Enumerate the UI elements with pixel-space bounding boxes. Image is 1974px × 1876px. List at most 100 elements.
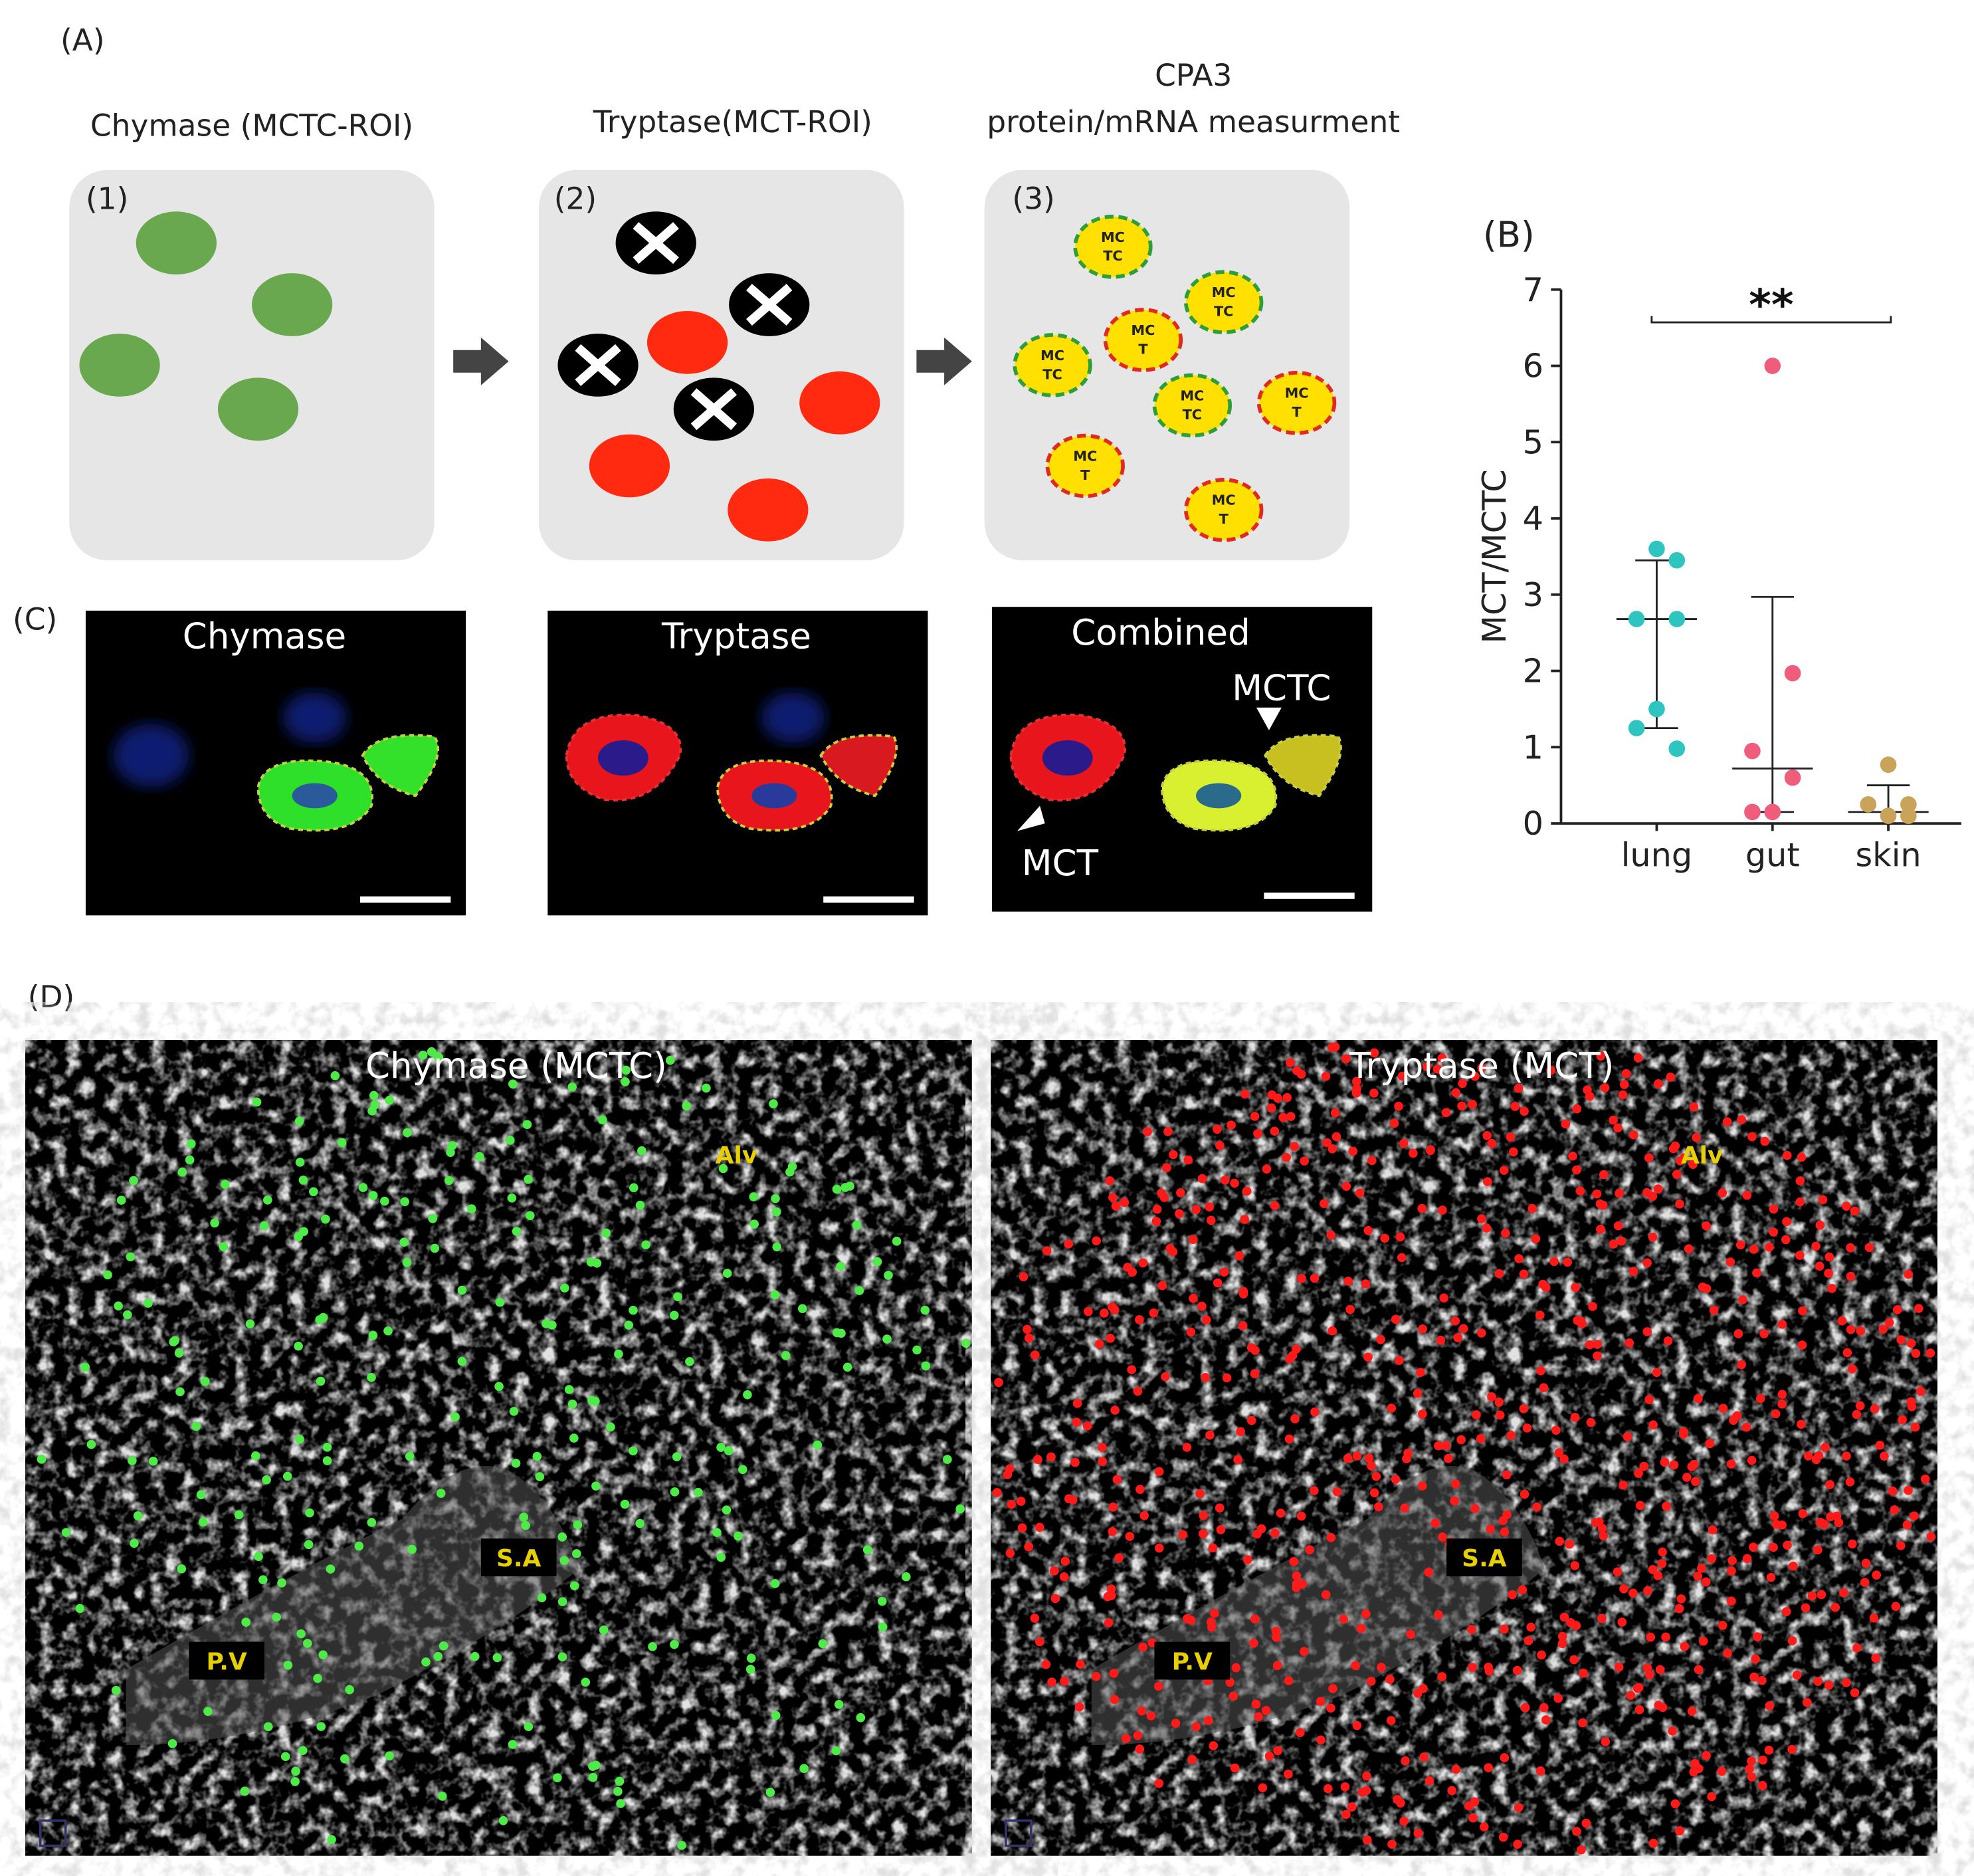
cell-label: MC: [1212, 284, 1236, 300]
cell-dot: [1246, 1415, 1256, 1425]
region-label: P.V: [1172, 1648, 1213, 1675]
cell-dot: [1737, 1115, 1746, 1124]
cell-dot: [1629, 1267, 1638, 1277]
cell-dot: [345, 1685, 354, 1695]
cell-label: T: [1219, 511, 1229, 527]
cell-dot: [1834, 1518, 1844, 1528]
cell-dot: [1456, 1435, 1466, 1445]
cell-dot: [1813, 1677, 1823, 1687]
cell-dot: [1646, 1632, 1656, 1642]
cell-dot: [1161, 1372, 1170, 1382]
cell-dot: [1472, 1410, 1481, 1419]
cell-dot: [498, 1816, 508, 1825]
cell-dot: [1352, 1720, 1362, 1730]
cell-dot: [1732, 1411, 1742, 1421]
cell-dot: [1284, 1769, 1293, 1779]
cell-dot: [1203, 1716, 1213, 1725]
cell-dot: [1598, 1200, 1608, 1210]
cell-dot: [1737, 1360, 1746, 1370]
cell-dot: [1138, 1258, 1148, 1268]
cell-dot: [1215, 1141, 1225, 1150]
cell-dot: [358, 1183, 368, 1192]
cell-dot: [1753, 1632, 1762, 1641]
cell-dot: [597, 1115, 607, 1124]
cell-dot: [992, 1488, 1002, 1497]
cell-dot: [75, 1604, 85, 1614]
cell-dot: [379, 1196, 389, 1206]
cell-dot: [1702, 1284, 1712, 1293]
cell-dot: [1272, 1633, 1281, 1642]
cell-dot: [1197, 1174, 1207, 1184]
cell-label: T: [1138, 341, 1148, 357]
cell-dot: [1416, 1368, 1425, 1378]
cell-dot: [1330, 1042, 1340, 1052]
cell-dot: [1276, 1509, 1286, 1518]
cell-dot: [1526, 1622, 1536, 1632]
cell-dot: [1675, 1199, 1684, 1209]
cpa3-cell: [1103, 308, 1183, 372]
cell-dot: [354, 1541, 364, 1551]
cell-dot: [1878, 1324, 1888, 1334]
cell-dot: [1797, 1419, 1806, 1429]
cell-dot: [1639, 1461, 1648, 1471]
cell-dot: [1626, 1691, 1636, 1700]
cell-dot: [1572, 1165, 1581, 1175]
cell-dot: [665, 1055, 675, 1065]
cell-dot: [1619, 1480, 1628, 1490]
cell-dot: [294, 1341, 303, 1351]
cell-dot: [1814, 1451, 1824, 1461]
cell-dot: [1229, 1691, 1238, 1701]
cell-dot: [1340, 1782, 1350, 1792]
cell-dot: [1727, 1566, 1736, 1576]
data-point: [1784, 769, 1801, 786]
cell-dot: [1691, 1477, 1700, 1487]
cell-dot: [882, 1334, 892, 1344]
cell-dot: [1298, 1579, 1307, 1589]
cell-dot: [799, 1764, 809, 1774]
cell-dot: [1114, 1553, 1124, 1563]
cell-dot: [1702, 1750, 1711, 1760]
cell-dot: [1183, 1614, 1192, 1623]
cell-dot: [525, 1211, 535, 1220]
cell-dot: [1328, 1144, 1337, 1154]
micrograph: Tryptase: [547, 610, 928, 916]
cell-dot: [304, 1540, 314, 1550]
cell-dot: [1321, 1590, 1331, 1600]
cell-dot: [1178, 1530, 1187, 1540]
image-title: Chymase (MCTC): [365, 1045, 667, 1087]
cell-dot: [1109, 1669, 1119, 1678]
cell-dot: [1618, 1090, 1628, 1100]
cell-dot: [1362, 1771, 1371, 1781]
cell-dot: [1074, 1702, 1084, 1712]
cell-dot: [1674, 1604, 1684, 1614]
cell-dot: [1842, 1348, 1852, 1358]
cell-dot: [1617, 1617, 1627, 1627]
cell-dot: [685, 1357, 694, 1366]
cell-dot: [1222, 1373, 1232, 1383]
cell-dot: [1165, 1243, 1175, 1253]
cell-dot: [537, 1593, 547, 1603]
cell-dot: [1759, 1329, 1769, 1338]
cell-dot: [1143, 1127, 1152, 1136]
cell-dot: [1494, 1398, 1504, 1407]
data-point: [1668, 740, 1686, 757]
cell-dot: [1470, 1071, 1480, 1081]
data-point: [1628, 720, 1645, 736]
cell-dot: [1769, 1227, 1778, 1237]
cell-dot: [1450, 1316, 1460, 1326]
cell-dot: [337, 1138, 347, 1148]
cell-dot: [1738, 1295, 1747, 1304]
cell-dot: [1498, 1516, 1508, 1526]
data-point: [1880, 807, 1897, 824]
cell-dot: [1367, 1461, 1376, 1471]
cell-dot: [1201, 1372, 1211, 1382]
cell-dot: [1783, 1540, 1792, 1550]
cell-dot: [1693, 1571, 1703, 1581]
cell-dot: [1356, 1623, 1366, 1633]
cell-dot: [1477, 1214, 1486, 1223]
tissue-image: Tryptase (MCT) Alv S.A P.V: [965, 1002, 1974, 1876]
cell-dot: [1735, 1240, 1745, 1250]
cell-dot: [1484, 1662, 1493, 1672]
cell-dot: [1458, 1079, 1467, 1089]
